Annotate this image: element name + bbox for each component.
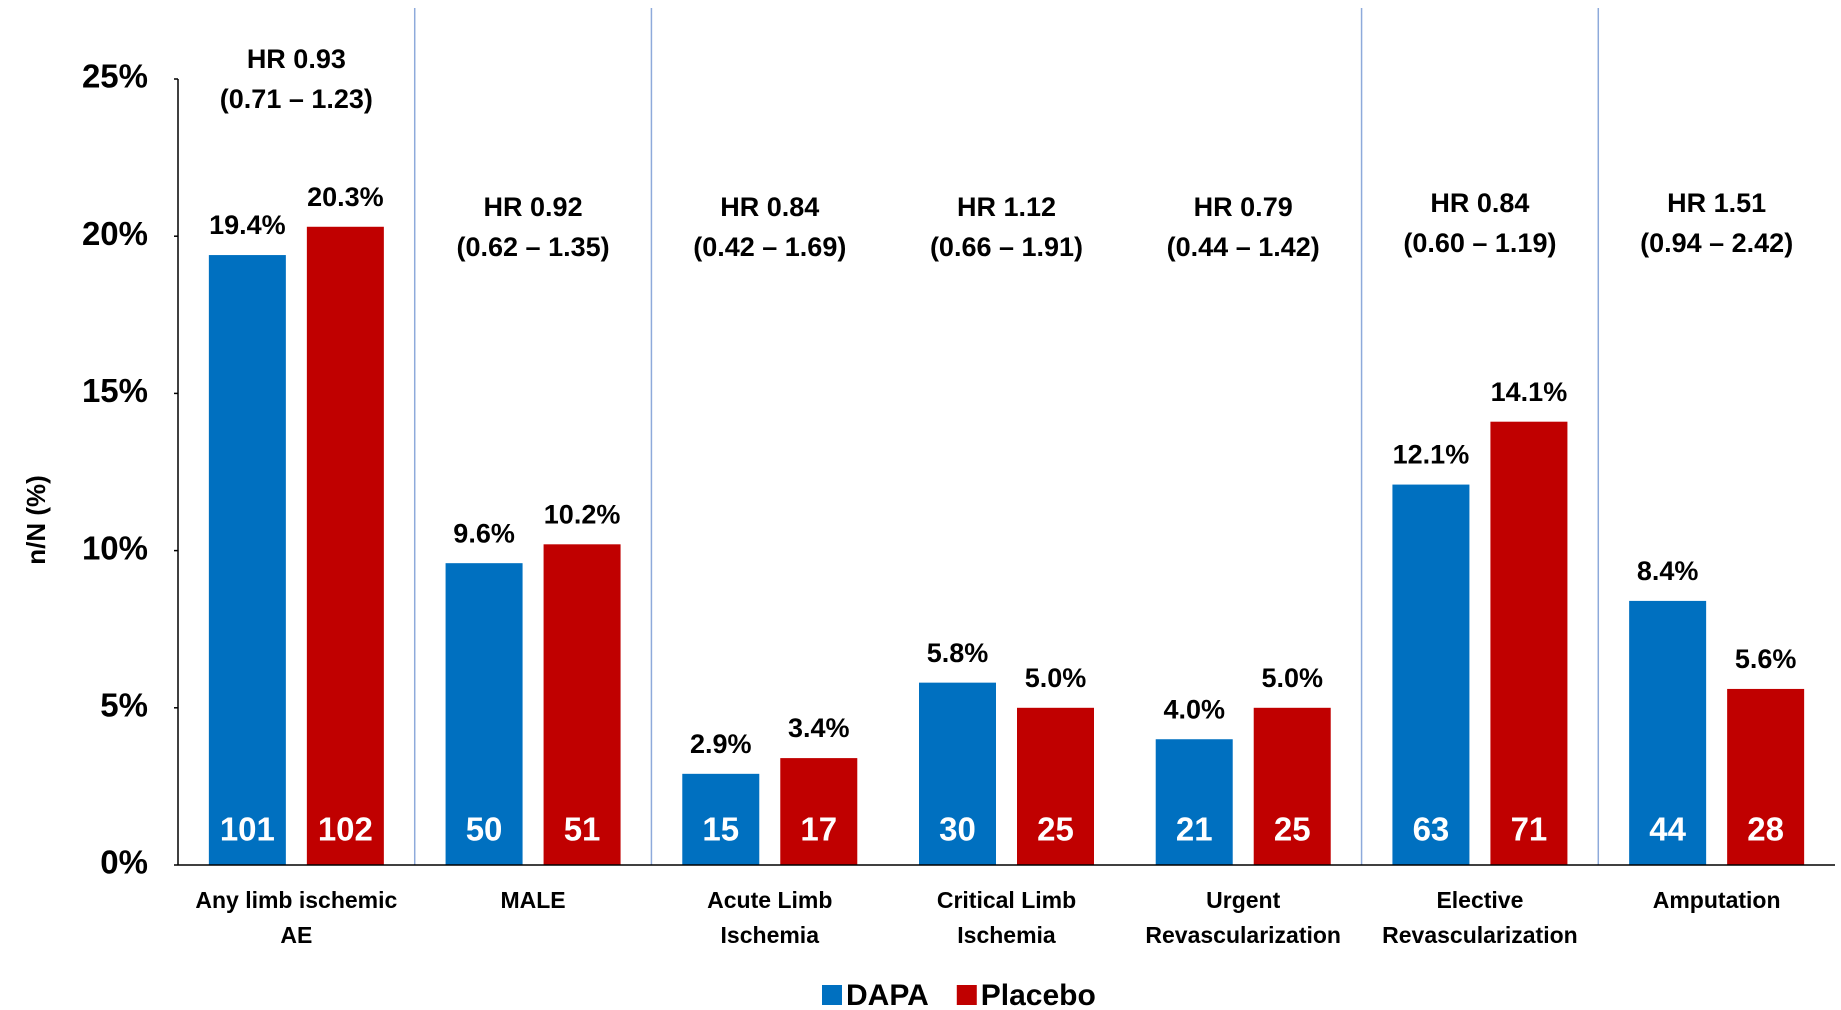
- count-label: 71: [1511, 811, 1548, 848]
- bar: [780, 758, 858, 865]
- hr-label: HR 1.12: [957, 192, 1056, 222]
- ci-label: (0.60 – 1.19): [1403, 228, 1556, 258]
- bar: [919, 682, 996, 865]
- value-label: 8.4%: [1637, 556, 1699, 586]
- x-tick-label-line: Ischemia: [957, 922, 1056, 948]
- value-label: 20.3%: [307, 182, 384, 212]
- y-tick-label: 5%: [100, 687, 148, 724]
- ci-label: (0.42 – 1.69): [693, 232, 846, 262]
- count-label: 50: [466, 811, 503, 848]
- x-tick-label-line: Acute Limb: [707, 887, 832, 913]
- ci-label: (0.62 – 1.35): [457, 232, 610, 262]
- hr-label: HR 0.84: [720, 192, 819, 222]
- x-tick-label-line: Urgent: [1206, 887, 1280, 913]
- bar: [682, 773, 760, 865]
- value-label: 12.1%: [1393, 440, 1470, 470]
- y-tick-label: 20%: [82, 215, 148, 252]
- x-tick-label: Critical Limb Ischemia: [937, 887, 1076, 948]
- hr-label: HR 0.93: [247, 44, 346, 74]
- ci-label: (0.44 – 1.42): [1167, 232, 1320, 262]
- count-label: 30: [939, 811, 976, 848]
- bar: [543, 544, 621, 865]
- value-label: 5.6%: [1735, 644, 1797, 674]
- count-label: 44: [1649, 811, 1686, 848]
- hr-label: HR 1.51: [1667, 188, 1766, 218]
- count-label: 17: [800, 811, 837, 848]
- x-tick-label-line: Revascularization: [1145, 922, 1341, 948]
- x-tick-label: Acute Limb Ischemia: [707, 887, 832, 948]
- value-label: 3.4%: [788, 713, 850, 743]
- hr-label: HR 0.92: [484, 192, 583, 222]
- x-tick-label-line: Elective: [1436, 887, 1523, 913]
- bar: [306, 226, 384, 865]
- y-tick-label: 25%: [82, 58, 148, 95]
- y-tick-label: 10%: [82, 529, 148, 566]
- x-tick-label-line: MALE: [500, 887, 565, 913]
- count-label: 102: [318, 811, 373, 848]
- bar: [1017, 707, 1094, 865]
- value-label: 19.4%: [209, 210, 286, 240]
- ci-label: (0.94 – 2.42): [1640, 228, 1793, 258]
- count-label: 101: [220, 811, 275, 848]
- x-tick-label: Urgent Revascularization: [1145, 887, 1341, 948]
- bar: [1490, 421, 1568, 865]
- bar: [1392, 484, 1470, 865]
- count-label: 25: [1274, 811, 1311, 848]
- bar: [1629, 600, 1707, 865]
- legend-label: DAPA: [846, 979, 929, 1010]
- ci-label: (0.71 – 1.23): [220, 84, 373, 114]
- value-label: 5.0%: [1261, 663, 1323, 693]
- legend-label: Placebo: [981, 979, 1096, 1010]
- x-tick-label-line: Any limb ischemic: [195, 887, 397, 913]
- hr-label: HR 0.79: [1194, 192, 1293, 222]
- count-label: 63: [1413, 811, 1450, 848]
- x-tick-label-line: AE: [280, 922, 312, 948]
- x-tick-label: Amputation: [1653, 887, 1781, 913]
- bar: [445, 563, 523, 865]
- count-label: 28: [1747, 811, 1784, 848]
- bar: [1727, 688, 1805, 865]
- x-tick-label: Any limb ischemic AE: [195, 887, 397, 948]
- count-label: 25: [1037, 811, 1074, 848]
- x-tick-label-line: Ischemia: [721, 922, 820, 948]
- y-tick-label: 15%: [82, 372, 148, 409]
- bar: [1155, 739, 1233, 865]
- count-label: 15: [702, 811, 739, 848]
- count-label: 21: [1176, 811, 1213, 848]
- value-label: 5.8%: [927, 638, 989, 668]
- ci-label: (0.66 – 1.91): [930, 232, 1083, 262]
- value-label: 5.0%: [1025, 663, 1087, 693]
- count-label: 51: [564, 811, 601, 848]
- x-tick-label: Elective Revascularization: [1382, 887, 1578, 948]
- x-tick-label: MALE: [500, 887, 565, 913]
- x-tick-label-line: Revascularization: [1382, 922, 1578, 948]
- hr-label: HR 0.84: [1430, 188, 1529, 218]
- value-label: 14.1%: [1491, 377, 1568, 407]
- legend-swatch: [822, 985, 842, 1005]
- y-tick-label: 0%: [100, 844, 148, 881]
- bar: [1253, 707, 1331, 865]
- x-tick-label-line: Critical Limb: [937, 887, 1076, 913]
- value-label: 9.6%: [453, 518, 515, 548]
- value-label: 4.0%: [1163, 694, 1225, 724]
- y-axis-title: n/N (%): [21, 475, 51, 565]
- legend-swatch: [956, 985, 977, 1005]
- value-label: 10.2%: [544, 499, 621, 529]
- bar: [208, 255, 286, 866]
- x-tick-label-line: Amputation: [1653, 887, 1781, 913]
- value-label: 2.9%: [690, 729, 752, 759]
